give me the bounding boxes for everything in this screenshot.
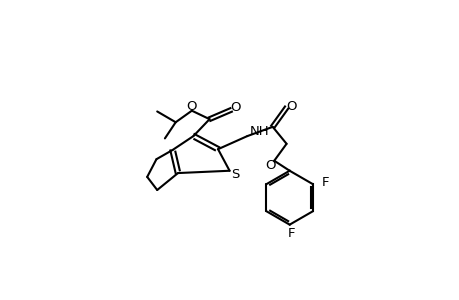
Text: S: S — [231, 168, 240, 181]
Text: NH: NH — [249, 125, 269, 138]
Text: O: O — [230, 101, 241, 114]
Text: F: F — [287, 226, 294, 240]
Text: O: O — [264, 159, 275, 172]
Text: O: O — [285, 100, 296, 112]
Text: O: O — [185, 100, 196, 112]
Text: F: F — [321, 176, 329, 189]
